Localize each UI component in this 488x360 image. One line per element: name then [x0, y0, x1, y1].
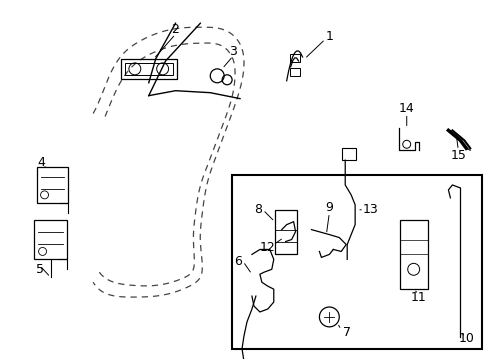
Text: 3: 3 — [229, 45, 237, 58]
Text: 2: 2 — [171, 23, 179, 36]
Bar — [342, 148, 355, 160]
Text: 10: 10 — [457, 332, 473, 345]
Bar — [289, 54, 299, 62]
Text: 1: 1 — [325, 30, 333, 42]
Text: 13: 13 — [363, 203, 378, 216]
Text: 8: 8 — [253, 203, 262, 216]
Bar — [289, 68, 299, 76]
Bar — [37, 167, 68, 203]
Bar — [121, 59, 176, 79]
Text: 7: 7 — [343, 326, 350, 339]
Text: 12: 12 — [260, 241, 275, 254]
Bar — [399, 220, 427, 289]
Text: 6: 6 — [234, 255, 242, 268]
Text: 4: 4 — [38, 156, 45, 168]
Bar — [274, 210, 296, 255]
Text: 11: 11 — [410, 291, 426, 303]
Text: 14: 14 — [398, 102, 414, 115]
Bar — [34, 220, 67, 260]
Text: 5: 5 — [36, 263, 43, 276]
Text: 15: 15 — [449, 149, 466, 162]
Bar — [232, 175, 481, 349]
Text: 9: 9 — [325, 201, 333, 214]
Bar — [124, 63, 172, 75]
